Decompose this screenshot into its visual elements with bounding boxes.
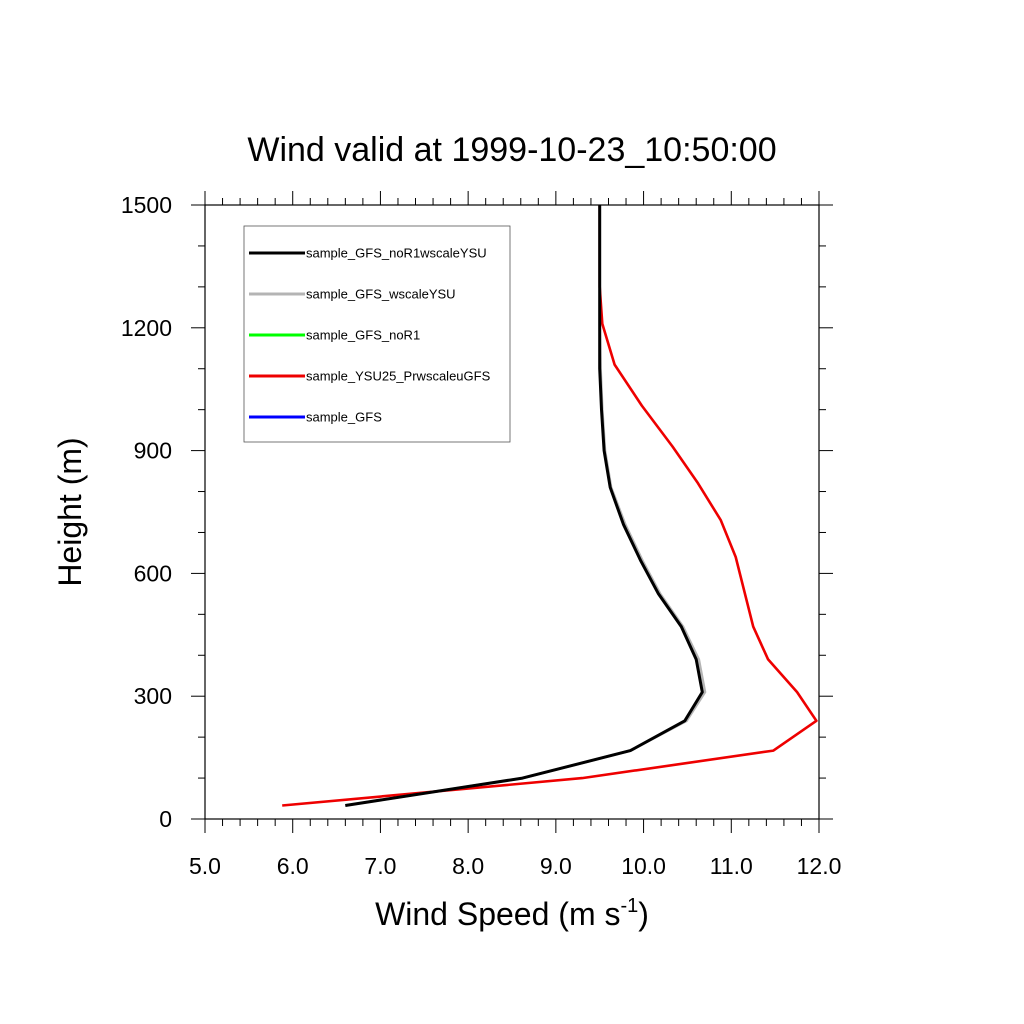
legend-label: sample_GFS_noR1 [306,328,420,343]
y-axis-title: Height (m) [52,437,88,586]
y-tick-label: 600 [134,560,172,586]
legend-label: sample_GFS_noR1wscaleYSU [306,246,487,261]
x-tick-label: 5.0 [189,853,221,879]
x-tick-label: 12.0 [797,853,842,879]
series-line-sample_YSU25_PrwscaleuGFS [282,205,818,807]
plot-lines [282,205,818,807]
y-tick-label: 300 [134,683,172,709]
y-tick-label: 1200 [121,315,172,341]
x-tick-label: 11.0 [710,853,753,879]
y-tick-label: 900 [134,438,172,464]
axis-tick-labels: 5.0 6.0 7.0 8.0 9.0 10.0 11.0 12.0 0 300 600 900 120… [121,192,842,879]
x-tick-label: 8.0 [452,853,484,879]
y-tick-label: 0 [159,806,172,832]
x-axis-title: Wind Speed (m s-1) [375,895,649,932]
legend-label: sample_GFS_wscaleYSU [306,287,456,302]
x-tick-label: 6.0 [277,853,309,879]
x-tick-label: 7.0 [364,853,396,879]
x-axis-title-main: Wind Speed (m s [375,896,620,932]
legend: sample_GFS_noR1wscaleYSU sample_GFS_wscal… [243,225,511,443]
axis-ticks [191,191,833,833]
plot-frame [204,204,820,820]
y-tick-label: 1500 [121,192,172,218]
legend-label: sample_YSU25_PrwscaleuGFS [306,369,491,384]
x-tick-label: 10.0 [621,853,666,879]
x-axis-title-end: ) [638,896,649,932]
legend-label: sample_GFS [306,410,382,425]
x-axis-title-superscript: -1 [620,895,638,917]
series-line-sample_GFS_noR1wscaleYSU [345,205,704,807]
chart-title: Wind valid at 1999-10-23_10:50:00 [247,131,776,169]
x-tick-label: 9.0 [540,853,572,879]
